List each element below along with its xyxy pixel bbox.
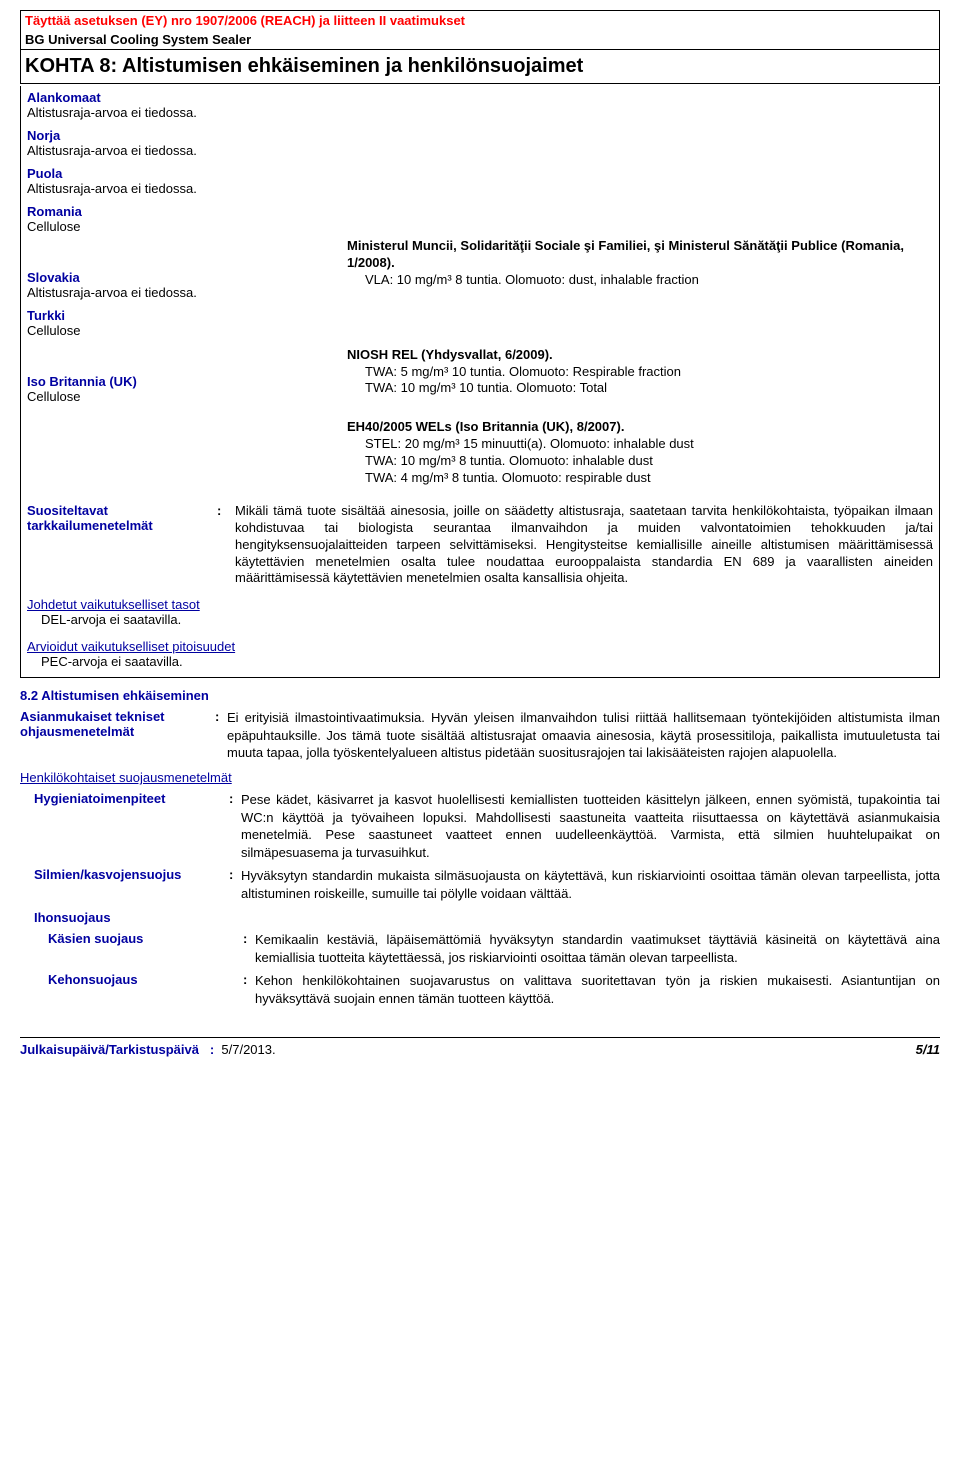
colon: : (243, 972, 255, 1007)
footer-date-label: Julkaisupäivä/Tarkistuspäivä : 5/7/2013. (20, 1042, 276, 1057)
section-title-box: KOHTA 8: Altistumisen ehkäiseminen ja he… (20, 50, 940, 84)
body-row: Kehonsuojaus : Kehon henkilökohtainen su… (20, 972, 940, 1007)
section-8-content: Alankomaat Altistusraja-arvoa ei tiedoss… (20, 86, 940, 1007)
colon: : (229, 867, 241, 902)
eyeface-text: Hyväksytyn standardin mukaista silmäsuoj… (241, 867, 940, 902)
turkey-limit-2: TWA: 10 mg/m³ 10 tuntia. Olomuoto: Total (347, 380, 929, 397)
footer-label-text: Julkaisupäivä/Tarkistuspäivä (20, 1042, 199, 1057)
footer-colon: : (210, 1042, 214, 1057)
hygiene-row: Hygieniatoimenpiteet : Pese kädet, käsiv… (20, 791, 940, 861)
turkey-limit-1: TWA: 5 mg/m³ 10 tuntia. Olomuoto: Respir… (347, 364, 929, 381)
regulation-line: Täyttää asetuksen (EY) nro 1907/2006 (RE… (21, 11, 939, 30)
page-number: 5/11 (916, 1042, 940, 1057)
section-8-2-title: 8.2 Altistumisen ehkäiseminen (20, 688, 940, 703)
predicted-conc-text: PEC-arvoja ei saatavilla. (21, 654, 939, 677)
turkey-source: NIOSH REL (Yhdysvallat, 6/2009). (347, 347, 929, 364)
hygiene-text: Pese kädet, käsivarret ja kasvot huolell… (241, 791, 940, 861)
engineering-controls-row: Asianmukaiset tekniset ohjausmenetelmät … (20, 709, 940, 762)
country-romania: Romania (27, 204, 335, 219)
page: Täyttää asetuksen (EY) nro 1907/2006 (RE… (0, 0, 960, 1067)
country-uk: Iso Britannia (UK) (27, 374, 335, 389)
exposure-limits-table: Alankomaat Altistusraja-arvoa ei tiedoss… (20, 86, 940, 678)
hands-row: Käsien suojaus : Kemikaalin kestäviä, lä… (20, 931, 940, 966)
country-poland: Puola (27, 166, 335, 181)
country-slovakia: Slovakia (27, 270, 335, 285)
exposure-limits-right: Ministerul Muncii, Solidarităţii Sociale… (341, 86, 939, 497)
romania-limit-1: VLA: 10 mg/m³ 8 tuntia. Olomuoto: dust, … (347, 272, 929, 289)
uk-limit-1: STEL: 20 mg/m³ 15 minuutti(a). Olomuoto:… (347, 436, 929, 453)
country-norway: Norja (27, 128, 335, 143)
section-8-title: KOHTA 8: Altistumisen ehkäiseminen ja he… (25, 55, 583, 77)
eyeface-label: Silmien/kasvojensuojus (20, 867, 229, 902)
body-label: Kehonsuojaus (20, 972, 243, 1007)
country-netherlands: Alankomaat (27, 90, 335, 105)
uk-limit-3: TWA: 4 mg/m³ 8 tuntia. Olomuoto: respira… (347, 470, 929, 487)
derived-levels-text: DEL-arvoja ei saatavilla. (21, 612, 939, 635)
colon: : (243, 931, 255, 966)
poland-no-limit: Altistusraja-arvoa ei tiedossa. (27, 181, 335, 196)
romania-substance: Cellulose (27, 219, 335, 234)
recommended-monitoring-row: Suositeltavat tarkkailumenetelmät : Mikä… (21, 497, 939, 593)
recommended-monitoring-text: Mikäli tämä tuote sisältää ainesosia, jo… (235, 503, 933, 587)
uk-limit-2: TWA: 10 mg/m³ 8 tuntia. Olomuoto: inhala… (347, 453, 929, 470)
colon: : (217, 503, 235, 587)
hands-label: Käsien suojaus (20, 931, 243, 966)
product-name: BG Universal Cooling System Sealer (21, 30, 939, 49)
country-turkey: Turkki (27, 308, 335, 323)
turkey-substance: Cellulose (27, 323, 335, 338)
page-header: Täyttää asetuksen (EY) nro 1907/2006 (RE… (20, 10, 940, 50)
predicted-conc-heading: Arvioidut vaikutukselliset pitoisuudet (21, 635, 939, 654)
engineering-controls-text: Ei erityisiä ilmastointivaatimuksia. Hyv… (227, 709, 940, 762)
hands-text: Kemikaalin kestäviä, läpäisemättömiä hyv… (255, 931, 940, 966)
colon: : (229, 791, 241, 861)
norway-no-limit: Altistusraja-arvoa ei tiedossa. (27, 143, 335, 158)
hygiene-label: Hygieniatoimenpiteet (20, 791, 229, 861)
uk-substance: Cellulose (27, 389, 335, 404)
footer-date: 5/7/2013. (221, 1042, 275, 1057)
body-text: Kehon henkilökohtainen suojavarustus on … (255, 972, 940, 1007)
recommended-monitoring-label: Suositeltavat tarkkailumenetelmät (27, 503, 217, 587)
derived-levels-heading: Johdetut vaikutukselliset tasot (21, 593, 939, 612)
page-footer: Julkaisupäivä/Tarkistuspäivä : 5/7/2013.… (20, 1037, 940, 1057)
romania-source: Ministerul Muncii, Solidarităţii Sociale… (347, 238, 929, 272)
netherlands-no-limit: Altistusraja-arvoa ei tiedossa. (27, 105, 335, 120)
uk-source: EH40/2005 WELs (Iso Britannia (UK), 8/20… (347, 419, 929, 436)
colon: : (215, 709, 227, 762)
eyeface-row: Silmien/kasvojensuojus : Hyväksytyn stan… (20, 867, 940, 902)
engineering-controls-label: Asianmukaiset tekniset ohjausmenetelmät (20, 709, 215, 762)
personal-protection-heading: Henkilökohtaiset suojausmenetelmät (20, 770, 940, 785)
slovakia-no-limit: Altistusraja-arvoa ei tiedossa. (27, 285, 335, 300)
skin-protection-heading: Ihonsuojaus (20, 910, 940, 925)
